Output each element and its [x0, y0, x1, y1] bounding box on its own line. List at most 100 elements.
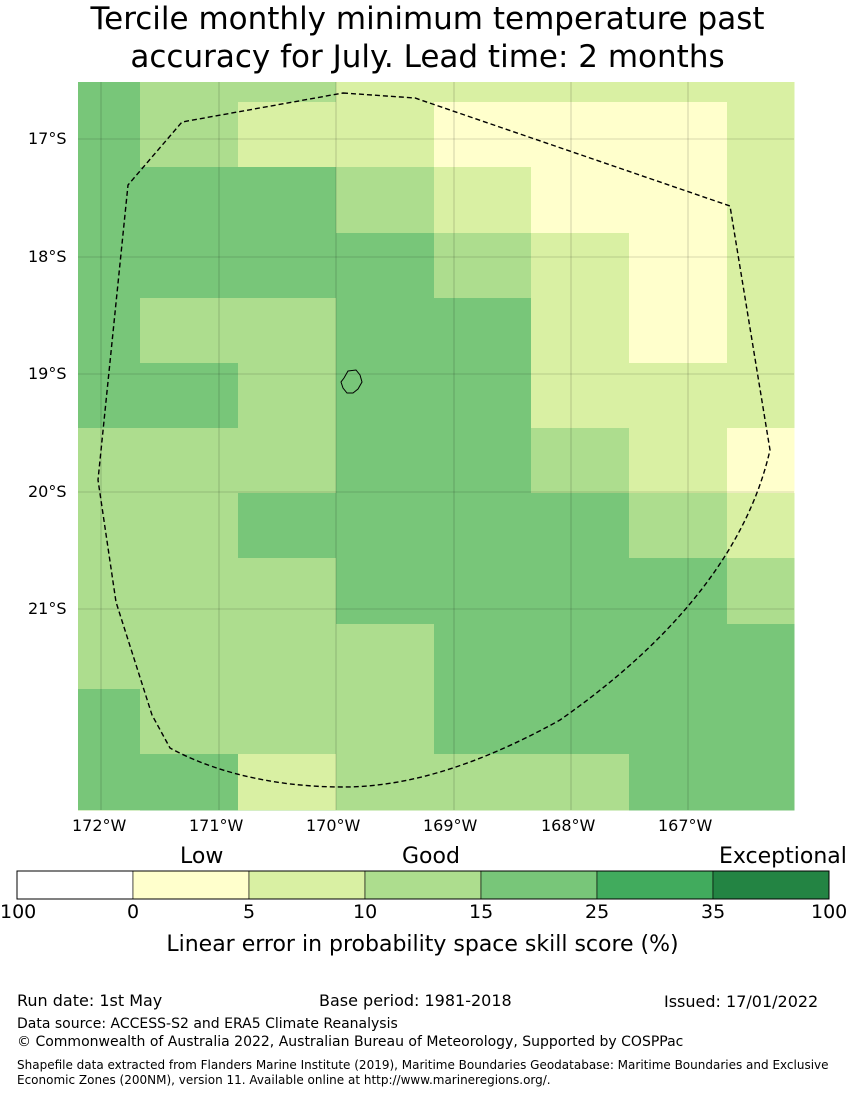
- skill-cell: [238, 298, 337, 364]
- skill-cell: [531, 363, 630, 429]
- skill-cell: [434, 624, 532, 690]
- skill-cell: [434, 233, 532, 299]
- skill-cell: [238, 558, 337, 625]
- lat-label-21s: 21°S: [28, 599, 67, 618]
- skill-cell: [336, 810, 435, 811]
- lon-label-168w: 168°W: [541, 816, 596, 835]
- skill-cell: [531, 810, 630, 811]
- skill-cell: [238, 754, 337, 811]
- data-source: Data source: ACCESS-S2 and ERA5 Climate …: [17, 1016, 398, 1032]
- skill-cell: [531, 102, 728, 168]
- skill-cell: [434, 102, 532, 168]
- lon-label-172w: 172°W: [72, 816, 127, 835]
- skill-cell: [238, 493, 337, 559]
- skill-cell: [238, 167, 337, 234]
- colorbar-tick-7: 100: [811, 901, 848, 923]
- skill-cell: [629, 624, 728, 690]
- skill-cell: [140, 493, 239, 559]
- skill-cell: [531, 624, 630, 690]
- category-low: Low: [180, 844, 224, 869]
- colorbar-tick-3: 10: [353, 901, 378, 923]
- skill-cell: [434, 754, 532, 811]
- skill-cell: [238, 689, 337, 755]
- skill-cell: [336, 298, 435, 364]
- skill-cell: [78, 558, 141, 625]
- skill-cell: [78, 167, 141, 234]
- skill-cell: [78, 810, 141, 811]
- issued-date: Issued: 17/01/2022: [664, 992, 819, 1011]
- colorbar: [16, 870, 830, 900]
- skill-cell: [78, 689, 141, 755]
- skill-cell: [629, 428, 728, 494]
- skill-cell: [140, 298, 239, 364]
- graticule: [78, 82, 794, 810]
- skill-cell: [531, 558, 630, 625]
- skill-cell: [336, 363, 435, 429]
- lat-label-18s: 18°S: [28, 247, 67, 266]
- skill-cell: [434, 167, 532, 234]
- colorbar-tick-2: 5: [243, 901, 256, 923]
- lon-label-169w: 169°W: [423, 816, 478, 835]
- base-period: Base period: 1981-2018: [319, 991, 512, 1010]
- skill-cell: [434, 810, 532, 811]
- colorbar-segment: [16, 870, 134, 900]
- skill-cell: [336, 428, 435, 494]
- skill-cell: [727, 363, 795, 429]
- skill-cell: [238, 428, 337, 494]
- skill-cell: [727, 689, 795, 755]
- colorbar-segment: [596, 870, 714, 900]
- skill-cell: [629, 810, 728, 811]
- map-title-line-1: Tercile monthly minimum temperature past: [90, 1, 765, 37]
- skill-cell: [336, 102, 435, 168]
- run-date: Run date: 1st May: [17, 991, 163, 1010]
- skill-cell: [140, 102, 239, 168]
- skill-cell: [336, 754, 435, 811]
- skill-cell: [238, 363, 337, 429]
- colorbar-label: Linear error in probability space skill …: [166, 932, 679, 957]
- colorbar-segment: [712, 870, 830, 900]
- category-exceptional: Exceptional: [719, 844, 847, 869]
- skill-cell: [629, 363, 728, 429]
- skill-cell: [336, 82, 435, 103]
- skill-cell: [727, 558, 795, 625]
- skill-cell: [434, 363, 532, 429]
- skill-cell: [727, 428, 795, 494]
- colorbar-segment: [364, 870, 482, 900]
- skill-cell: [140, 233, 239, 299]
- skill-cell: [238, 233, 337, 299]
- lon-label-171w: 171°W: [189, 816, 244, 835]
- shapefile-credit: Shapefile data extracted from Flanders M…: [17, 1058, 829, 1087]
- skill-cell: [727, 493, 795, 559]
- skill-cell: [531, 689, 630, 755]
- skill-cell: [727, 810, 795, 811]
- lon-label-170w: 170°W: [306, 816, 361, 835]
- skill-cell: [727, 624, 795, 690]
- skill-cell: [434, 82, 532, 103]
- skill-cell: [140, 428, 239, 494]
- lat-label-17s: 17°S: [28, 129, 67, 148]
- skill-cell: [434, 689, 532, 755]
- skill-cell: [238, 82, 337, 103]
- skill-cell: [629, 298, 728, 364]
- colorbar-tick-1: 0: [127, 901, 140, 923]
- skill-cell: [531, 167, 728, 234]
- skill-cell: [336, 558, 435, 625]
- skill-cell: [78, 363, 141, 429]
- skill-cell: [238, 810, 337, 811]
- skill-cell: [629, 233, 728, 299]
- skill-cell: [531, 233, 630, 299]
- skill-cell: [727, 233, 795, 299]
- skill-cell: [629, 689, 728, 755]
- colorbar-frame: [16, 870, 830, 900]
- skill-cell: [238, 102, 337, 168]
- lat-label-20s: 20°S: [28, 482, 67, 501]
- skill-cell: [78, 102, 141, 168]
- colorbar-segment: [248, 870, 366, 900]
- skill-cell: [336, 493, 435, 559]
- lat-label-19s: 19°S: [28, 364, 67, 383]
- skill-cell: [140, 810, 239, 811]
- skill-cell: [531, 82, 728, 103]
- skill-cell: [140, 754, 239, 811]
- colorbar-tick-6: 35: [701, 901, 726, 923]
